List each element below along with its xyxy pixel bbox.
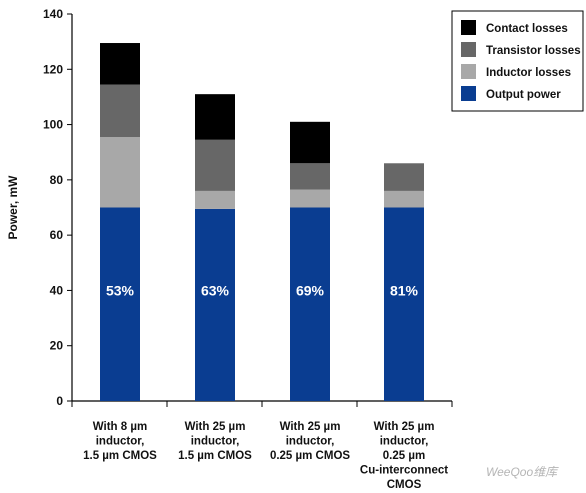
legend-swatch: [461, 42, 476, 57]
bar-segment-inductor-losses: [384, 190, 424, 208]
y-tick-label: 0: [56, 394, 63, 408]
category-label-line: inductor,: [380, 436, 429, 448]
y-tick-label: 20: [50, 339, 64, 353]
category-label-line: CMOS: [387, 479, 422, 491]
category-label-line: 1.5 µm CMOS: [178, 450, 252, 462]
category-label-line: 0.25 µm: [383, 450, 425, 462]
bar-segment-inductor-losses: [100, 137, 140, 208]
category-label: With 8 µm inductor, 1.5 µm CMOS: [83, 421, 157, 462]
category-label-line: inductor,: [191, 436, 240, 448]
legend-swatch: [461, 64, 476, 79]
y-tick-label: 140: [43, 7, 63, 21]
data-label: 53%: [106, 282, 135, 298]
legend-label: Inductor losses: [486, 67, 571, 79]
legend: Contact losses Transistor losses Inductor …: [451, 10, 584, 112]
legend-swatch: [461, 86, 476, 101]
bar-segment-contact-losses: [195, 94, 235, 140]
bar-segment-transistor-losses: [384, 163, 424, 191]
y-tick-label: 80: [50, 173, 64, 187]
y-tick-label: 60: [50, 228, 64, 242]
bars: [100, 43, 424, 401]
category-label: With 25 µm inductor, 0.25 µm CMOS: [270, 421, 350, 462]
category-label-line: 0.25 µm CMOS: [270, 450, 350, 462]
category-label-line: inductor,: [286, 436, 335, 448]
bar-segment-output-power: [195, 208, 235, 401]
data-label: 81%: [390, 282, 419, 298]
y-axis-title: Power, mW: [6, 175, 20, 240]
bar-segment-inductor-losses: [195, 190, 235, 209]
category-label-line: With 8 µm: [93, 421, 147, 433]
category-label-line: With 25 µm: [280, 421, 341, 433]
bar-segment-contact-losses: [100, 43, 140, 85]
data-label: 63%: [201, 282, 230, 298]
data-labels: 53% 63% 69% 81%: [106, 282, 419, 298]
category-label-line: inductor,: [96, 436, 145, 448]
category-label: With 25 µm inductor, 0.25 µm Cu-interconnec…: [360, 421, 448, 491]
bar-segment-transistor-losses: [100, 84, 140, 138]
bar-segment-transistor-losses: [290, 163, 330, 190]
legend-swatch: [461, 20, 476, 35]
bar-segment-contact-losses: [290, 121, 330, 164]
legend-label: Contact losses: [486, 23, 568, 35]
bar-segment-inductor-losses: [290, 189, 330, 208]
bar-segment-transistor-losses: [195, 139, 235, 191]
legend-label: Transistor losses: [486, 45, 581, 57]
category-label-line: With 25 µm: [185, 421, 246, 433]
category-label-line: Cu-interconnect: [360, 465, 448, 477]
category-label: With 25 µm inductor, 1.5 µm CMOS: [178, 421, 252, 462]
bar-segment-output-power: [290, 207, 330, 401]
bar-segment-output-power: [100, 207, 140, 401]
category-label-line: With 25 µm: [374, 421, 435, 433]
category-labels: With 8 µm inductor, 1.5 µm CMOS With 25 µm i…: [83, 421, 448, 491]
y-tick-label: 40: [50, 283, 64, 297]
category-label-line: 1.5 µm CMOS: [83, 450, 157, 462]
y-tick-label: 120: [43, 62, 63, 76]
bar-segment-output-power: [384, 207, 424, 401]
y-tick-label: 100: [43, 118, 63, 132]
legend-label: Output power: [486, 89, 561, 101]
data-label: 69%: [296, 282, 325, 298]
watermark: WeeQoo维库: [486, 465, 559, 479]
